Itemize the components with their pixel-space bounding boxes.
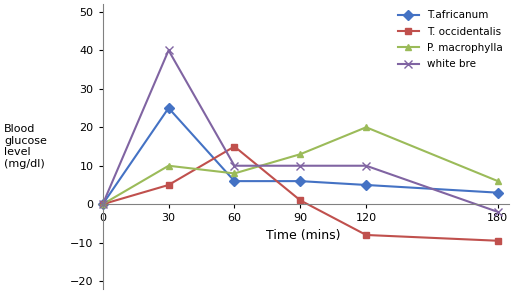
Y-axis label: Blood
glucose
level
(mg/dl): Blood glucose level (mg/dl) (4, 124, 47, 169)
T.africanum (231, 179, 238, 183)
P. macrophylla (100, 202, 106, 206)
white bre (231, 164, 238, 168)
Line: P. macrophylla: P. macrophylla (99, 124, 501, 208)
P. macrophylla (231, 172, 238, 175)
Line: T. occidentalis: T. occidentalis (99, 143, 501, 244)
T.africanum (363, 183, 369, 187)
white bre (166, 49, 172, 52)
X-axis label: Time (mins): Time (mins) (266, 229, 341, 242)
T.africanum (495, 191, 501, 195)
P. macrophylla (363, 125, 369, 129)
white bre (297, 164, 303, 168)
T. occidentalis (166, 183, 172, 187)
T. occidentalis (100, 202, 106, 206)
white bre (495, 210, 501, 214)
P. macrophylla (166, 164, 172, 168)
T.africanum (166, 106, 172, 110)
Line: T.africanum: T.africanum (99, 105, 501, 208)
T. occidentalis (297, 199, 303, 202)
P. macrophylla (297, 152, 303, 156)
P. macrophylla (495, 179, 501, 183)
T.africanum (100, 202, 106, 206)
T.africanum (297, 179, 303, 183)
white bre (363, 164, 369, 168)
T. occidentalis (495, 239, 501, 243)
Legend: T.africanum, T. occidentalis, P. macrophylla, white bre: T.africanum, T. occidentalis, P. macroph… (393, 6, 507, 73)
white bre (100, 202, 106, 206)
T. occidentalis (231, 145, 238, 148)
T. occidentalis (363, 233, 369, 237)
Line: white bre: white bre (98, 46, 502, 216)
